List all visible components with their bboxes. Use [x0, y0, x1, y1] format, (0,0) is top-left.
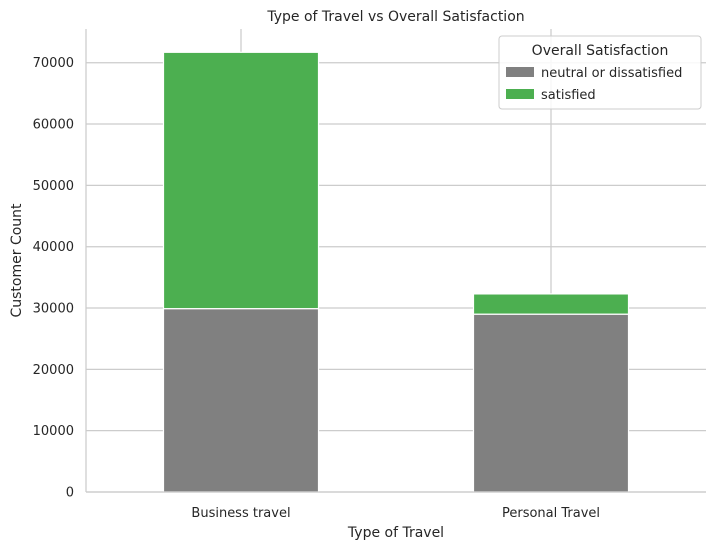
legend: Overall Satisfaction neutral or dissatis… [498, 35, 702, 110]
bar-segment [472, 313, 630, 493]
bars [162, 51, 630, 493]
x-tick-label: Business travel [191, 506, 290, 521]
legend-items: neutral or dissatisfied satisfied [506, 66, 682, 103]
bar-segment [472, 293, 630, 315]
legend-label: satisfied [541, 88, 596, 103]
y-tick-label: 30000 [33, 302, 74, 317]
bar-segment [162, 308, 320, 493]
y-tick-label: 50000 [33, 179, 74, 194]
legend-label: neutral or dissatisfied [541, 66, 682, 81]
y-tick-label: 0 [66, 486, 74, 501]
axes [85, 29, 706, 493]
chart-title: Type of Travel vs Overall Satisfaction [266, 9, 524, 25]
legend-box [498, 35, 702, 110]
x-tick-label: Personal Travel [502, 506, 600, 521]
y-tick-label: 60000 [33, 118, 74, 133]
y-axis-label: Customer Count [9, 203, 25, 318]
bar-segment [162, 51, 320, 310]
tick-labels: 0 10000 20000 30000 40000 50000 60000 70000 Busi… [33, 56, 600, 521]
y-tick-label: 10000 [33, 424, 74, 439]
x-axis-label: Type of Travel [347, 525, 444, 541]
y-tick-label: 20000 [33, 363, 74, 378]
y-tick-label: 40000 [33, 240, 74, 255]
legend-swatch [506, 89, 534, 99]
legend-swatch [506, 67, 534, 77]
legend-title: Overall Satisfaction [532, 43, 669, 59]
y-tick-label: 70000 [33, 56, 74, 71]
